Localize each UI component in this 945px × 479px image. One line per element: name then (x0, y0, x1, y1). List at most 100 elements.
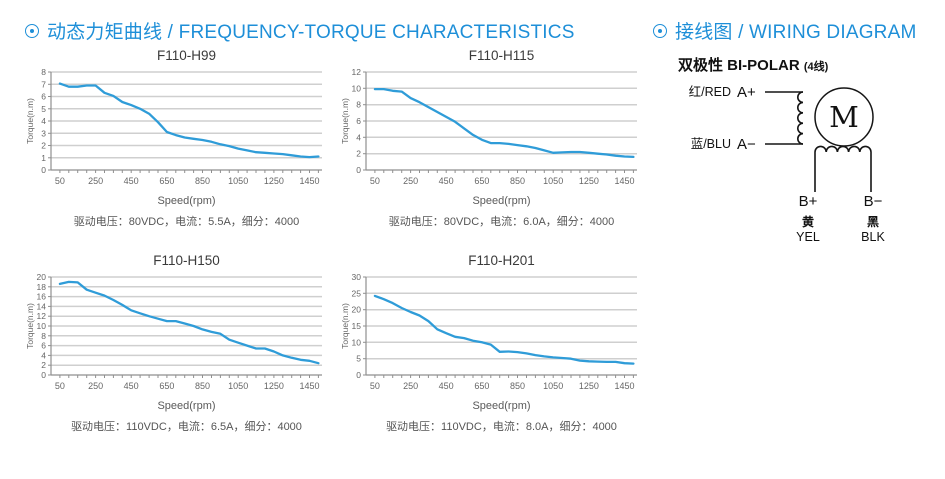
a-minus-label: A− (737, 136, 756, 153)
svg-text:14: 14 (37, 301, 47, 311)
chart-title: F110-H99 (156, 48, 217, 63)
svg-text:50: 50 (55, 176, 65, 186)
svg-text:20: 20 (37, 272, 47, 282)
svg-text:5: 5 (41, 104, 46, 114)
drive-conditions-caption: 驱动电压：110VDC，电流：6.5A，细分：4000 (71, 421, 302, 433)
drive-conditions-caption: 驱动电压：110VDC，电流：8.0A，细分：4000 (386, 421, 617, 433)
svg-text:50: 50 (370, 176, 380, 186)
svg-text:4: 4 (41, 350, 46, 360)
svg-text:1450: 1450 (614, 176, 634, 186)
frequency-torque-section-header: 动态力矩曲线 / FREQUENCY-TORQUE CHARACTERISTIC… (25, 17, 575, 44)
svg-text:6: 6 (41, 341, 46, 351)
svg-text:250: 250 (88, 381, 103, 391)
svg-text:850: 850 (195, 381, 210, 391)
wiring-diagram: M 红/RED A+ 蓝/BLU A− B+ B− 黄 YEL 黑 BLK (689, 84, 886, 244)
yellow-wire-label-zh: 黄 (802, 214, 814, 229)
svg-text:250: 250 (88, 176, 103, 186)
svg-text:6: 6 (356, 116, 361, 126)
svg-text:850: 850 (510, 176, 525, 186)
section-bullet-icon (653, 23, 667, 38)
svg-text:5: 5 (356, 354, 361, 364)
svg-text:25: 25 (352, 288, 362, 298)
svg-text:30: 30 (352, 272, 362, 282)
x-axis-title: Speed(rpm) (472, 400, 531, 412)
chart-f110-h150: F110-H150 0 2 4 6 8 10 12 14 16 18 20 50 250 450 650 85… (25, 251, 325, 434)
svg-text:450: 450 (439, 381, 454, 391)
motor-letter: M (829, 100, 859, 134)
b-minus-label: B− (864, 193, 883, 210)
svg-text:1250: 1250 (579, 381, 599, 391)
svg-text:1050: 1050 (228, 176, 248, 186)
svg-text:1250: 1250 (264, 381, 284, 391)
x-axis-title: Speed(rpm) (157, 400, 216, 412)
svg-text:0: 0 (41, 165, 46, 175)
torque-curve-plot: 0 5 10 15 20 25 30 50 250 450 650 850 1050 1250 1450 To… (340, 272, 637, 391)
yellow-wire-label-en: YEL (796, 230, 820, 244)
chart-title: F110-H115 (468, 48, 535, 63)
svg-text:8: 8 (41, 67, 46, 77)
svg-text:Torque(n.m): Torque(n.m) (25, 98, 35, 144)
svg-text:650: 650 (159, 381, 174, 391)
svg-text:50: 50 (370, 381, 380, 391)
wiring-section-header: 接线图 / WIRING DIAGRAM (653, 17, 917, 44)
svg-text:1450: 1450 (299, 176, 319, 186)
drive-conditions-caption: 驱动电压：80VDC，电流：6.0A，细分：4000 (388, 216, 615, 228)
svg-text:Torque(n.m): Torque(n.m) (340, 303, 350, 349)
svg-text:450: 450 (439, 176, 454, 186)
phase-a-coil (797, 91, 804, 145)
svg-text:2: 2 (41, 360, 46, 370)
svg-text:650: 650 (474, 176, 489, 186)
svg-text:Torque(n.m): Torque(n.m) (340, 98, 350, 144)
svg-text:450: 450 (124, 176, 139, 186)
svg-text:10: 10 (352, 83, 362, 93)
wiring-section-title: 接线图 / WIRING DIAGRAM (675, 22, 917, 43)
svg-text:0: 0 (41, 370, 46, 380)
x-axis-title: Speed(rpm) (157, 195, 216, 207)
section-bullet-icon (25, 23, 39, 38)
svg-text:250: 250 (403, 381, 418, 391)
chart-title: F110-H201 (468, 253, 535, 268)
b-plus-label: B+ (799, 193, 818, 210)
svg-text:15: 15 (352, 321, 362, 331)
svg-text:16: 16 (37, 292, 47, 302)
svg-text:10: 10 (37, 321, 47, 331)
x-axis-title: Speed(rpm) (472, 195, 531, 207)
svg-text:1450: 1450 (614, 381, 634, 391)
chart-f110-h115: F110-H115 0 2 4 6 8 10 12 50 250 450 650 850 1050 125… (340, 46, 640, 229)
svg-text:12: 12 (37, 311, 47, 321)
svg-text:1050: 1050 (543, 176, 563, 186)
svg-text:7: 7 (41, 79, 46, 89)
svg-text:50: 50 (55, 381, 65, 391)
svg-text:0: 0 (356, 165, 361, 175)
bipolar-title-suffix: (4线) (803, 61, 829, 73)
svg-text:20: 20 (352, 305, 362, 315)
svg-text:3: 3 (41, 128, 46, 138)
svg-text:8: 8 (356, 100, 361, 110)
blu-wire-label: 蓝/BLU (691, 137, 731, 151)
svg-text:4: 4 (41, 116, 46, 126)
phase-b-coil (814, 145, 872, 153)
black-wire-label-en: BLK (861, 230, 885, 244)
svg-text:1450: 1450 (299, 381, 319, 391)
svg-text:650: 650 (159, 176, 174, 186)
svg-text:8: 8 (41, 331, 46, 341)
svg-text:6: 6 (41, 92, 46, 102)
svg-text:1050: 1050 (228, 381, 248, 391)
svg-text:Torque(n.m): Torque(n.m) (25, 303, 35, 349)
bipolar-title: 双极性 BI-POLAR (4线) (678, 54, 828, 75)
frequency-torque-section-title: 动态力矩曲线 / FREQUENCY-TORQUE CHARACTERISTIC… (47, 22, 575, 43)
svg-text:18: 18 (37, 282, 47, 292)
svg-text:1250: 1250 (264, 176, 284, 186)
svg-text:4: 4 (356, 132, 361, 142)
svg-text:2: 2 (356, 149, 361, 159)
chart-title: F110-H150 (153, 253, 220, 268)
chart-f110-h201: F110-H201 0 5 10 15 20 25 30 50 250 450 650 850 1050… (340, 251, 640, 434)
bipolar-title-main: 双极性 BI-POLAR (678, 57, 800, 74)
a-plus-label: A+ (737, 84, 756, 101)
svg-text:1050: 1050 (543, 381, 563, 391)
drive-conditions-caption: 驱动电压：80VDC，电流：5.5A，细分：4000 (73, 216, 300, 228)
svg-text:650: 650 (474, 381, 489, 391)
